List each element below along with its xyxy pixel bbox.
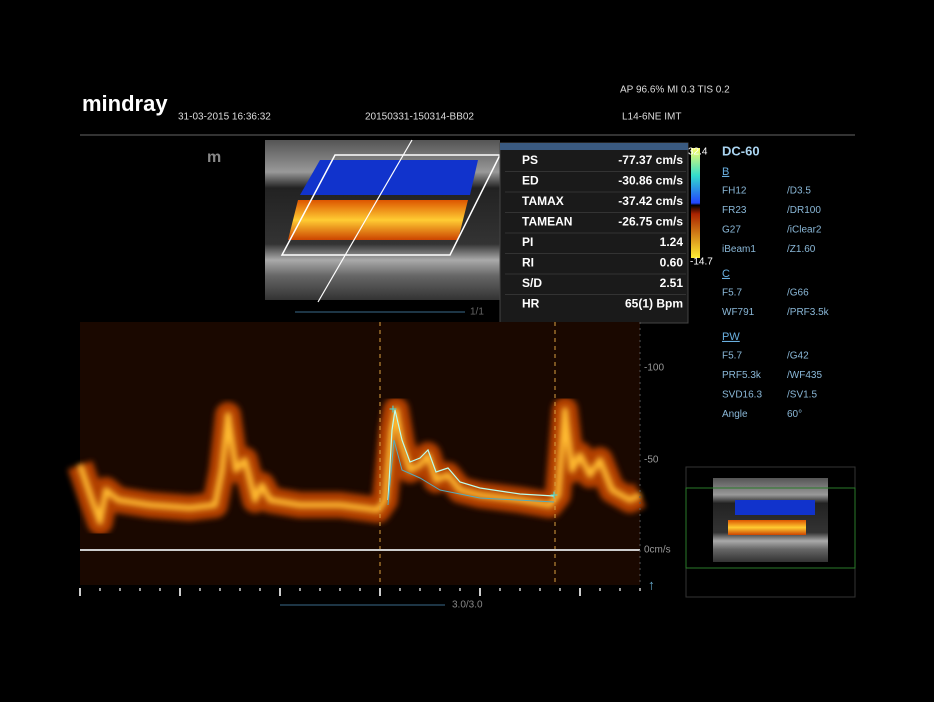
sweep-speed: 3.0/3.0 bbox=[452, 600, 483, 611]
measurement-label: TAMEAN bbox=[522, 215, 572, 229]
setting: FH12 bbox=[722, 186, 747, 197]
section-title: B bbox=[722, 166, 729, 178]
probe: L14-6NE IMT bbox=[622, 112, 681, 123]
power-info: AP 96.6% MI 0.3 TIS 0.2 bbox=[620, 85, 730, 96]
setting: /D3.5 bbox=[787, 186, 811, 197]
section-title: C bbox=[722, 268, 730, 280]
setting: F5.7 bbox=[722, 351, 742, 362]
setting: F5.7 bbox=[722, 288, 742, 299]
measurement-value: -37.42 cm/s bbox=[618, 194, 683, 208]
color-flow-red bbox=[288, 200, 468, 240]
setting: /G66 bbox=[787, 288, 809, 299]
setting: G27 bbox=[722, 225, 741, 236]
measurement-value: -30.86 cm/s bbox=[618, 174, 683, 188]
peak-marker: + bbox=[389, 401, 397, 417]
thumbnail-roi bbox=[685, 487, 856, 569]
setting: SVD16.3 bbox=[722, 390, 762, 401]
setting: /DR100 bbox=[787, 205, 821, 216]
measurement-label: PS bbox=[522, 153, 538, 167]
setting: 60° bbox=[787, 409, 802, 420]
setting: WF791 bbox=[722, 307, 755, 318]
setting: /G42 bbox=[787, 351, 809, 362]
thumbnail-red bbox=[728, 520, 806, 535]
cursor-line bbox=[317, 139, 413, 303]
setting: /Z1.60 bbox=[787, 244, 816, 255]
measurement-value: 0.60 bbox=[660, 256, 684, 270]
velocity-label: -50 bbox=[644, 455, 659, 466]
measurement-label: S/D bbox=[522, 276, 542, 290]
thumbnail-blue bbox=[735, 500, 815, 515]
brand: mindray bbox=[82, 91, 168, 116]
measurement-value: 2.51 bbox=[660, 276, 684, 290]
measurement-value: -26.75 cm/s bbox=[618, 215, 683, 229]
envelope-trace bbox=[387, 409, 555, 501]
setting: /WF435 bbox=[787, 370, 822, 381]
ed-marker: + bbox=[550, 487, 558, 503]
setting: iBeam1 bbox=[722, 244, 756, 255]
setting: FR23 bbox=[722, 205, 747, 216]
measurement-label: TAMAX bbox=[522, 194, 564, 208]
setting: /PRF3.5k bbox=[787, 307, 830, 318]
mean-trace bbox=[387, 439, 555, 506]
setting: /SV1.5 bbox=[787, 390, 817, 401]
measurement-label: HR bbox=[522, 297, 540, 311]
color-flow-blue bbox=[300, 160, 478, 195]
datetime: 31-03-2015 16:36:32 bbox=[178, 112, 271, 123]
study-id: 20150331-150314-BB02 bbox=[365, 112, 474, 123]
measurement-label: ED bbox=[522, 174, 539, 188]
section-title: PW bbox=[722, 331, 740, 343]
baseline-arrow: ↑ bbox=[648, 577, 655, 593]
color-bar-min: -14.7 bbox=[690, 257, 713, 268]
setting: PRF5.3k bbox=[722, 370, 762, 381]
setting: /iClear2 bbox=[787, 225, 822, 236]
velocity-label: -100 bbox=[644, 363, 664, 374]
velocity-label: 0cm/s bbox=[644, 545, 671, 556]
panel-header bbox=[500, 143, 688, 150]
setting: Angle bbox=[722, 409, 748, 420]
measurement-value: 65(1) Bpm bbox=[625, 297, 683, 311]
doppler-area bbox=[80, 322, 640, 585]
frame-counter: 1/1 bbox=[470, 307, 484, 318]
measurement-value: -77.37 cm/s bbox=[618, 153, 683, 167]
model: DC-60 bbox=[722, 143, 760, 158]
color-bar bbox=[691, 148, 700, 258]
measurement-label: RI bbox=[522, 256, 534, 270]
logo: m bbox=[207, 149, 221, 166]
measurement-label: PI bbox=[522, 235, 533, 249]
measurement-value: 1.24 bbox=[660, 235, 684, 249]
color-box bbox=[280, 154, 502, 256]
color-bar-max: 32.4 bbox=[688, 147, 708, 158]
